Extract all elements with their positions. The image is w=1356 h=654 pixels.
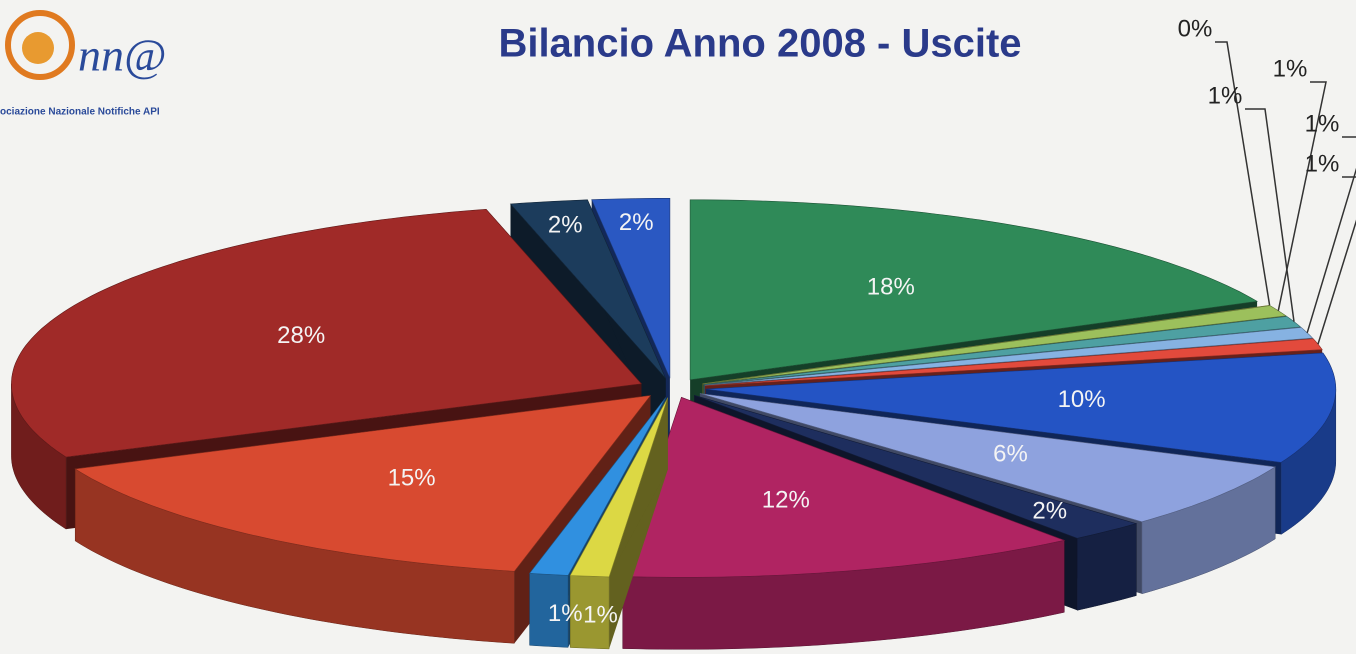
slice xyxy=(529,397,666,576)
leader-line xyxy=(1317,176,1356,345)
data-label: 1% xyxy=(583,601,618,628)
logo-ring xyxy=(5,10,75,80)
leader-line xyxy=(1306,136,1356,334)
slice xyxy=(694,395,1138,539)
data-label: 2% xyxy=(1032,498,1067,525)
data-label: 1% xyxy=(1273,55,1308,82)
data-label: 1% xyxy=(1305,110,1340,137)
slice xyxy=(569,397,669,578)
data-label: 15% xyxy=(388,465,436,492)
data-label: 1% xyxy=(548,600,583,627)
slice-side xyxy=(1076,523,1137,611)
logo-dot xyxy=(22,32,54,64)
data-label: 12% xyxy=(762,486,810,513)
slice xyxy=(705,352,1337,463)
data-label: 1% xyxy=(1305,150,1340,177)
data-label: 18% xyxy=(867,274,915,301)
data-label: 10% xyxy=(1058,386,1106,413)
data-label: 0% xyxy=(1178,15,1213,42)
logo: nn@ ociazione Nazionale Notifiche API xyxy=(0,10,166,118)
leader-line xyxy=(1277,81,1327,311)
data-label: 2% xyxy=(548,212,583,239)
slice xyxy=(689,199,1259,381)
data-label: 28% xyxy=(277,322,325,349)
data-label: 2% xyxy=(619,209,654,236)
slice xyxy=(591,198,671,379)
logo-subtitle: ociazione Nazionale Notifiche API xyxy=(0,107,160,118)
data-label: 1% xyxy=(1208,82,1243,109)
slice xyxy=(11,208,643,458)
slice xyxy=(622,396,1066,578)
leader-line xyxy=(1245,108,1295,322)
chart-title: Bilancio Anno 2008 - Uscite xyxy=(498,22,1021,66)
pie xyxy=(11,198,1337,650)
data-label: 6% xyxy=(993,440,1028,467)
logo-mark: nn@ xyxy=(78,30,166,81)
slice xyxy=(509,199,666,379)
slice xyxy=(699,393,1277,523)
leader-line xyxy=(1215,41,1271,306)
slice xyxy=(74,395,652,572)
